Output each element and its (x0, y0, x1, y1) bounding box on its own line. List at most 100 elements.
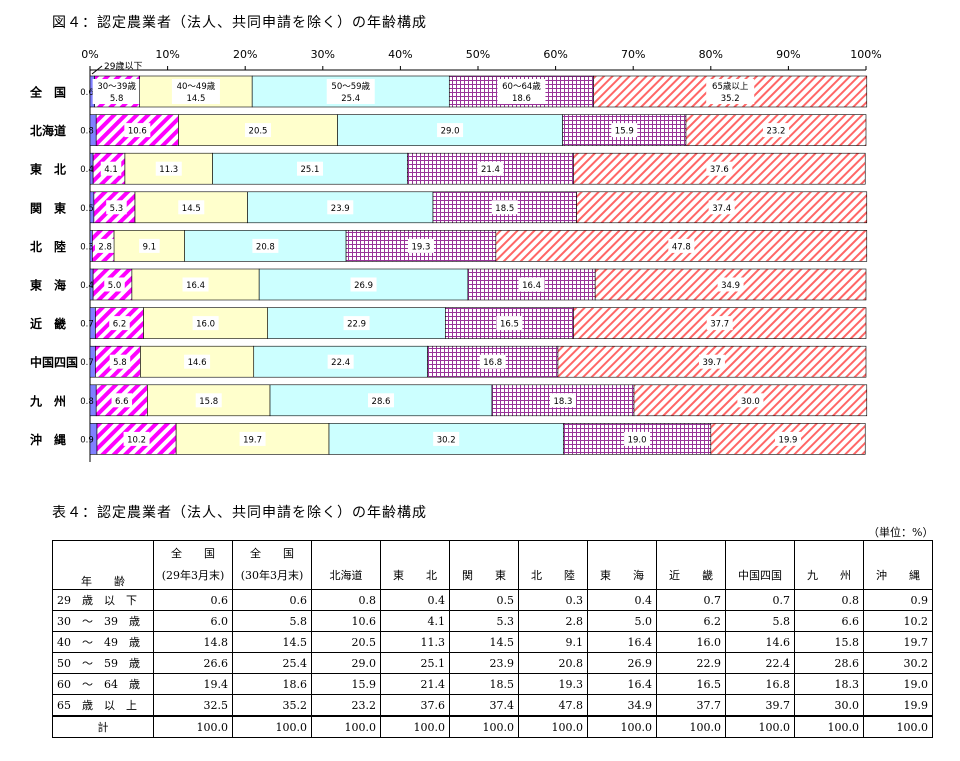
label-bg (296, 161, 323, 176)
table-cell: 26.9 (587, 652, 657, 674)
table-cell: 16.0 (656, 631, 726, 653)
label-bg (762, 123, 789, 138)
table-cell: 100.0 (587, 715, 657, 738)
data-label: 21.4 (481, 165, 500, 175)
table-cell: 2.8 (518, 610, 588, 632)
table-cell: 0.8 (311, 589, 381, 611)
data-label: 5.0 (108, 281, 122, 291)
unit-label: （単位：%） (868, 526, 934, 539)
table-cell: 28.6 (794, 652, 864, 674)
data-label: 0.8 (80, 397, 94, 407)
x-tick-label: 20% (233, 48, 257, 61)
table-cell: 20.5 (311, 631, 381, 653)
label-bg (668, 238, 695, 253)
data-label: 2.8 (98, 242, 112, 252)
table-cell: 9.1 (518, 631, 588, 653)
label-bg (350, 277, 377, 292)
x-tick-label: 60% (543, 48, 567, 61)
table-cell: 11.3 (380, 631, 450, 653)
column-header: 全 国 (29年3月末) (153, 540, 233, 590)
label-bg (433, 431, 460, 446)
category-label: 北海道 (30, 123, 66, 138)
data-label: 16.5 (500, 320, 519, 330)
table-cell: 4.1 (380, 610, 450, 632)
table-cell: 100.0 (153, 715, 233, 738)
table-cell: 15.9 (311, 673, 381, 695)
label-bg (252, 238, 279, 253)
table-cell: 0.5 (449, 589, 519, 611)
data-label: 0.6 (80, 88, 94, 98)
data-label: 10.2 (127, 435, 146, 445)
label-bg (549, 393, 576, 408)
table-cell: 21.4 (380, 673, 450, 695)
bar-segment (710, 423, 866, 455)
table-cell: 0.4 (587, 589, 657, 611)
table-cell: 23.2 (311, 694, 381, 717)
table-cell: 23.9 (449, 652, 519, 674)
data-label: 34.9 (721, 281, 740, 291)
label-bg (239, 431, 266, 446)
table-cell: 15.8 (794, 631, 864, 653)
data-label: 4.1 (104, 165, 118, 175)
x-tick-label: 50% (466, 48, 490, 61)
data-label: 35.2 (721, 94, 740, 104)
data-label: 10.6 (128, 127, 147, 137)
label-bg (109, 316, 130, 331)
series-label: 40～49歳 (177, 81, 216, 92)
label-bg (775, 431, 802, 446)
figure-title: 図４：認定農業者（法人、共同申請を除く）の年齢構成 (52, 15, 427, 31)
stacked-bar-chart: 0% 10% 20% 30% 40% 50% 60% 70% 80% 90% 100% 29歳以下全 … (29, 48, 882, 462)
label-bg (245, 123, 272, 138)
x-tick-label: 90% (776, 48, 800, 61)
table-cell: 47.8 (518, 694, 588, 717)
data-label: 5.3 (110, 204, 124, 214)
table-cell: 0.3 (518, 589, 588, 611)
data-label: 16.4 (186, 281, 205, 291)
label-bg (717, 277, 744, 292)
data-label: 30.0 (741, 397, 760, 407)
data-label: 23.2 (767, 127, 786, 137)
data-label: 20.5 (249, 127, 268, 137)
label-bg (111, 393, 133, 408)
series-label: 29歳以下 (104, 60, 142, 72)
table-row: 29 歳 以 下 0.6 0.6 0.8 0.4 0.5 0.3 0.4 0.7 0.7 0.8 0.… (52, 589, 933, 611)
table-cell: 25.1 (380, 652, 450, 674)
data-label: 6.2 (113, 320, 127, 330)
table-cell: 100.0 (794, 715, 864, 738)
column-header: 関 東 (449, 540, 519, 590)
label-bg (737, 393, 764, 408)
data-label: 0.9 (80, 435, 94, 445)
column-header: 東 北 (380, 540, 450, 590)
table-cell: 20.8 (518, 652, 588, 674)
x-tick-label: 40% (388, 48, 412, 61)
data-label: 18.3 (554, 397, 573, 407)
data-label: 11.3 (159, 165, 178, 175)
label-bg (706, 79, 755, 104)
data-label: 16.4 (522, 281, 541, 291)
data-label: 0.3 (80, 242, 94, 252)
table-cell: 22.9 (656, 652, 726, 674)
category-label: 東 北 (30, 162, 66, 177)
label-bg (100, 161, 122, 176)
table-cell: 16.4 (587, 673, 657, 695)
table-cell: 22.4 (725, 652, 795, 674)
table-cell: 19.7 (863, 631, 933, 653)
bar-segment (495, 230, 868, 262)
table-cell: 37.7 (656, 694, 726, 717)
data-label: 9.1 (143, 242, 157, 252)
table-cell: 18.6 (232, 673, 312, 695)
category-label: 中国四国 (30, 355, 78, 370)
label-bg (497, 79, 546, 104)
label-bg (708, 200, 735, 215)
table-cell: 35.2 (232, 694, 312, 717)
table-cell: 26.6 (153, 652, 233, 674)
table-cell: 37.4 (449, 694, 519, 717)
table-cell: 10.2 (863, 610, 933, 632)
table-title: 表４：認定農業者（法人、共同申請を除く）の年齢構成 (52, 505, 427, 521)
series-label: 65歳以上 (712, 81, 749, 92)
row-label: 29 歳 以 下 (52, 589, 154, 611)
label-bg (407, 238, 434, 253)
table-cell: 100.0 (863, 715, 933, 738)
table-cell: 32.5 (153, 694, 233, 717)
series-label: 50～59歳 (331, 81, 370, 92)
